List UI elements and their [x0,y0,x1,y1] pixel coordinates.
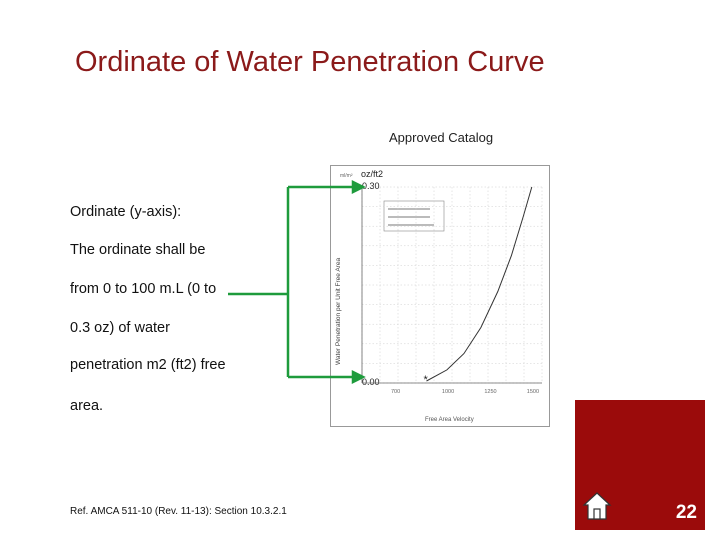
x-tick-label: 1250 [484,389,496,395]
chart-grid [361,186,543,384]
y-top-label: 0.30 [362,181,380,191]
penetration-curve [426,186,533,382]
curve-start-marker: * [424,374,429,386]
y-axis-title: Water Penetration per Unit Free Area [335,258,342,365]
chart-corner-text: ml/m² [340,173,353,179]
x-tick-label: 1500 [527,389,539,395]
page-number: 22 [675,502,697,523]
chart-caption: Approved Catalog [389,130,494,145]
x-axis-title: Free Area Velocity [425,417,474,423]
slide-number-panel: 22 [575,400,705,530]
x-tick-label: 700 [391,389,400,395]
body-line-3: from 0 to 100 m.L (0 to [70,281,217,297]
y-unit-label: oz/ft2 [361,169,383,179]
y-bottom-label: 0.00 [362,377,380,387]
x-tick-labels: 700 1000 1250 1500 [391,389,539,395]
body-line-2: The ordinate shall be [70,242,206,258]
home-icon[interactable] [581,490,613,522]
x-tick-label: 1000 [442,389,454,395]
body-line-6: area. [70,398,104,414]
body-line-5: penetration m2 (ft2) free [70,357,226,373]
water-penetration-chart: ml/m² oz/ft2 0.30 0.00 Water Penetration… [330,165,550,427]
body-line-4: 0.3 oz) of water [70,320,170,336]
reference-note: Ref. AMCA 511-10 (Rev. 11-13): Section 1… [70,506,287,517]
slide-title: Ordinate of Water Penetration Curve [75,46,545,78]
ordinate-heading: Ordinate (y-axis): [70,204,182,220]
